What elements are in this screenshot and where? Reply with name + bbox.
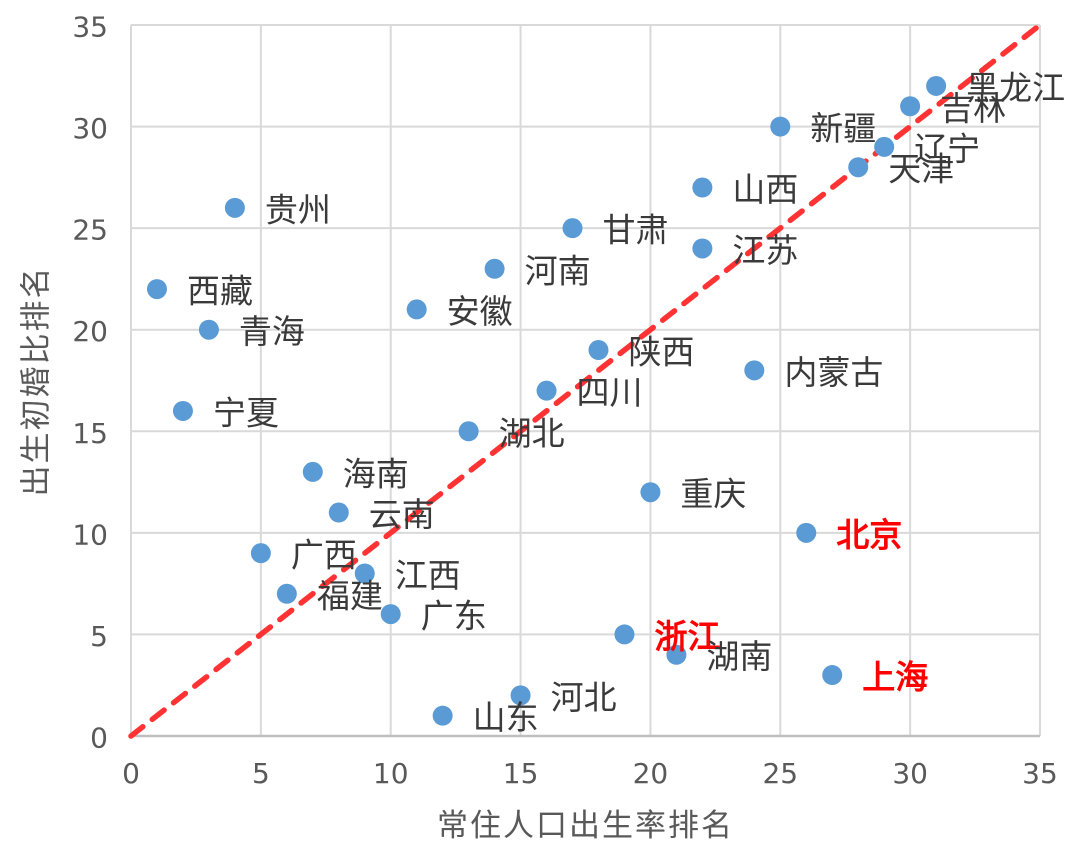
point-label: 西藏 <box>187 272 253 311</box>
point-label: 辽宁 <box>914 129 980 168</box>
point-label: 河北 <box>551 678 617 717</box>
data-point <box>484 258 505 279</box>
data-point <box>874 136 895 157</box>
x-tick-label: 10 <box>373 757 409 790</box>
point-label: 山东 <box>473 698 539 737</box>
point-label: 湖南 <box>706 637 772 676</box>
point-label: 湖北 <box>499 414 565 453</box>
y-tick-label: 35 <box>72 11 108 44</box>
point-label: 海南 <box>343 454 409 493</box>
y-tick-label: 0 <box>90 722 108 755</box>
y-tick-label: 10 <box>72 518 108 551</box>
data-point <box>692 177 713 198</box>
x-tick-label: 5 <box>252 757 270 790</box>
data-point <box>822 665 843 686</box>
data-point <box>458 421 479 442</box>
data-point <box>926 75 947 96</box>
data-point <box>536 380 557 401</box>
data-point <box>146 279 167 300</box>
point-label-highlighted: 北京 <box>836 515 902 554</box>
data-point <box>432 705 453 726</box>
x-tick-label: 30 <box>892 757 928 790</box>
point-label: 云南 <box>369 495 435 534</box>
data-point <box>614 624 635 645</box>
x-axis-title: 常住人口出生率排名 <box>437 808 734 844</box>
data-point <box>172 400 193 421</box>
point-label: 吉林 <box>940 89 1006 128</box>
point-label: 宁夏 <box>213 393 279 432</box>
x-tick-label: 20 <box>633 757 669 790</box>
point-label: 青海 <box>239 312 305 351</box>
data-point <box>588 340 609 361</box>
data-point <box>796 522 817 543</box>
point-label: 贵州 <box>265 190 331 229</box>
data-point <box>848 157 869 178</box>
data-point <box>562 218 583 239</box>
point-label: 福建 <box>317 576 383 615</box>
point-label: 天津 <box>888 150 954 189</box>
data-point <box>406 299 427 320</box>
data-point <box>380 604 401 625</box>
y-tick-label: 15 <box>72 417 108 450</box>
point-label: 黑龙江 <box>966 68 1065 107</box>
point-label: 安徽 <box>447 292 513 331</box>
point-label: 甘肃 <box>603 211 669 250</box>
data-point <box>198 319 219 340</box>
data-points <box>146 75 947 726</box>
data-point <box>900 96 921 117</box>
data-point <box>770 116 791 137</box>
point-label: 广西 <box>291 536 357 575</box>
data-point <box>302 461 323 482</box>
y-axis-title: 出生初婚比排名 <box>18 265 55 497</box>
point-label: 河南 <box>525 251 591 290</box>
data-point <box>510 685 531 706</box>
data-point <box>224 197 245 218</box>
data-point <box>744 360 765 381</box>
y-tick-label: 5 <box>90 620 108 653</box>
point-label: 内蒙古 <box>784 353 883 392</box>
point-label: 江苏 <box>732 231 798 270</box>
data-point <box>640 482 661 503</box>
data-point <box>666 644 687 665</box>
point-label: 广东 <box>421 597 487 636</box>
x-tick-label: 35 <box>1022 757 1058 790</box>
x-tick-label: 0 <box>122 757 140 790</box>
tick-labels: 0 5 10 15 20 25 30 35 0 5 10 15 20 25 30 35 <box>72 11 1057 791</box>
data-point <box>354 563 375 584</box>
y-tick-label: 30 <box>72 112 108 145</box>
x-tick-label: 15 <box>503 757 539 790</box>
x-tick-label: 25 <box>762 757 798 790</box>
gridlines <box>130 24 1041 737</box>
point-label: 重庆 <box>680 475 746 514</box>
point-label-highlighted: 浙江 <box>654 617 720 656</box>
y-tick-label: 20 <box>72 315 108 348</box>
point-label: 四川 <box>577 373 643 412</box>
point-label: 新疆 <box>810 109 876 148</box>
data-point <box>276 583 297 604</box>
point-label: 陕西 <box>628 333 694 372</box>
y-tick-label: 25 <box>72 214 108 247</box>
point-label-highlighted: 上海 <box>862 658 928 697</box>
point-label: 江西 <box>395 556 461 595</box>
data-point <box>692 238 713 259</box>
data-point <box>250 543 271 564</box>
data-point <box>328 502 349 523</box>
point-label: 山西 <box>732 170 798 209</box>
